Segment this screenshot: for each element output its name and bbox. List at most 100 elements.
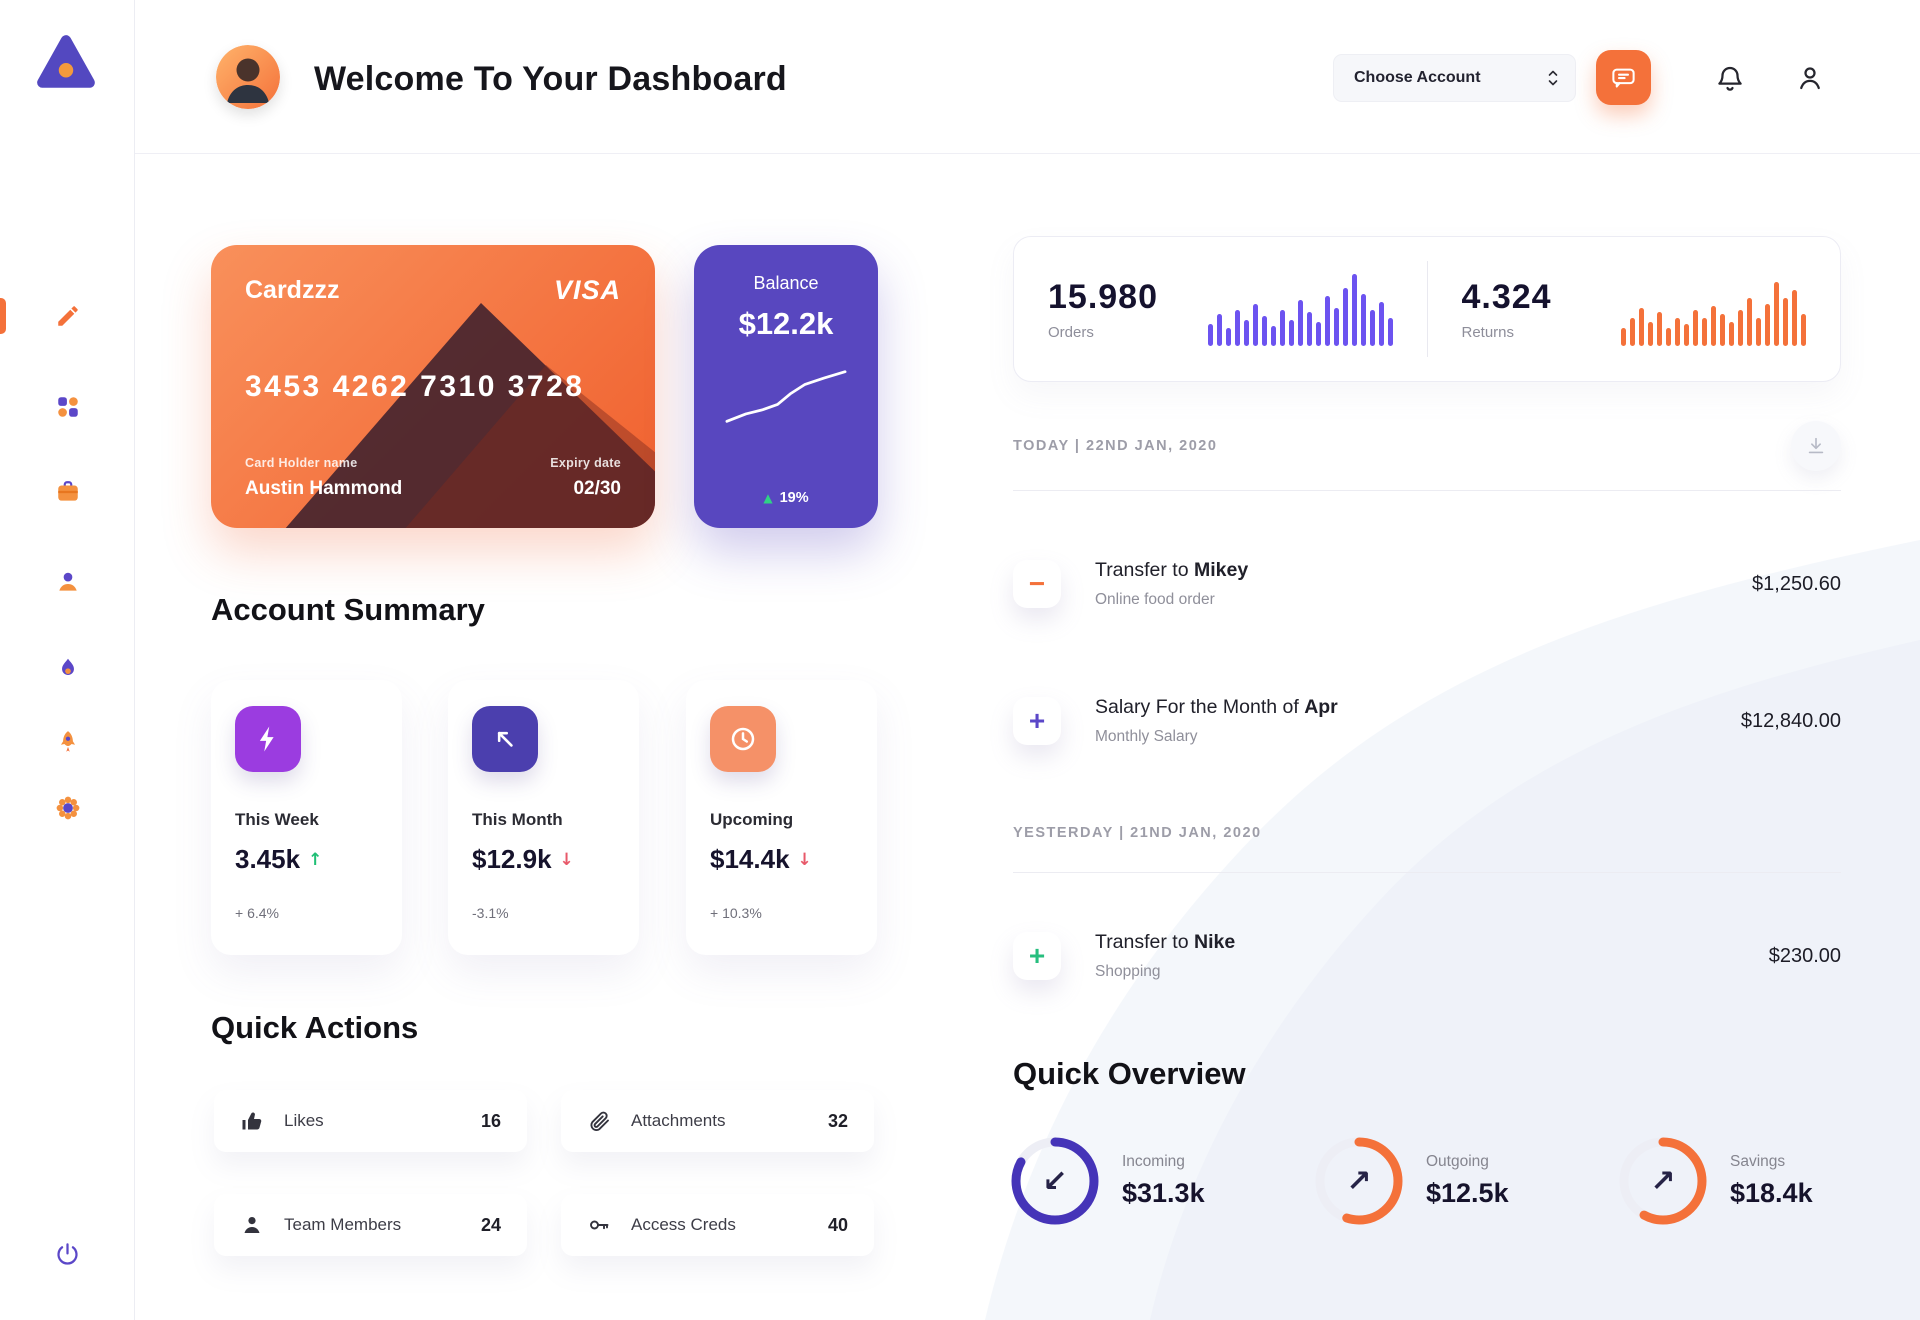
download-button[interactable]	[1791, 421, 1841, 471]
logout-button[interactable]	[0, 1230, 135, 1278]
summary-card-upcoming[interactable]: Upcoming $14.4k ↓ + 10.3%	[686, 680, 877, 955]
balance-change-value: 19%	[779, 490, 809, 506]
member-icon	[244, 1217, 260, 1233]
app-logo[interactable]	[33, 30, 99, 96]
outgoing-progress-ring: ↗	[1312, 1134, 1406, 1228]
summary-card-week[interactable]: This Week 3.45k ↑ + 6.4%	[211, 680, 402, 955]
chat-icon	[1612, 68, 1635, 88]
paperclip-icon	[590, 1111, 609, 1132]
page-title: Welcome To Your Dashboard	[314, 60, 787, 98]
divider	[1013, 872, 1841, 873]
minus-icon: −	[1013, 560, 1061, 608]
balance-label: Balance	[753, 273, 819, 293]
quick-action-label: Likes	[284, 1111, 324, 1130]
transaction-row[interactable]: − Transfer to Mikey Online food order $1…	[1013, 548, 1841, 620]
power-icon	[57, 1242, 78, 1265]
quick-action-count: 24	[480, 1214, 501, 1235]
returns-stat: 4.324 Returns	[1428, 272, 1841, 346]
summary-card-month[interactable]: This Month $12.9k ↓ -3.1%	[448, 680, 639, 955]
messages-button[interactable]	[1596, 50, 1651, 105]
plus-icon: +	[1013, 697, 1061, 745]
bolt-icon	[235, 706, 301, 772]
quick-action-attachments[interactable]: Attachments 32	[561, 1090, 874, 1152]
balance-value: $12.2k	[738, 306, 834, 341]
quick-action-label: Access Creds	[631, 1215, 736, 1234]
quick-action-team-members[interactable]: Team Members 24	[214, 1194, 527, 1256]
arrow-down-left-icon: ↙	[1042, 1163, 1068, 1199]
balance-change: ▲ 19%	[763, 490, 808, 506]
summary-value: 3.45k	[235, 844, 301, 874]
transaction-subtitle: Shopping	[1095, 963, 1161, 980]
overview-value: $31.3k	[1122, 1178, 1205, 1208]
sidebar-item-activity[interactable]	[0, 645, 135, 693]
transaction-title: Salary For the Month of Apr	[1095, 696, 1338, 718]
orders-returns-card: 15.980 Orders 4.324 Returns	[1013, 236, 1841, 382]
card-expiry-date: 02/30	[573, 478, 621, 499]
quick-actions-title: Quick Actions	[211, 1010, 419, 1045]
quick-action-label: Attachments	[631, 1111, 726, 1130]
overview-value: $18.4k	[1730, 1178, 1813, 1208]
sidebar-item-work[interactable]	[0, 468, 135, 516]
balance-sparkline	[725, 370, 847, 423]
summary-label: Upcoming	[710, 810, 794, 829]
sidebar-item-apps[interactable]	[0, 383, 135, 431]
transaction-row[interactable]: + Transfer to Nike Shopping $230.00	[1013, 920, 1841, 992]
logo-triangle-icon	[37, 35, 95, 88]
account-summary-title: Account Summary	[211, 592, 485, 627]
quick-overview-title: Quick Overview	[1013, 1056, 1246, 1091]
visa-logo: VISA	[553, 275, 621, 305]
credit-card[interactable]: Cardzzz VISA 3453 4262 7310 3728 Card Ho…	[211, 245, 655, 528]
balance-card[interactable]: Balance $12.2k ▲ 19%	[694, 245, 878, 528]
active-indicator	[0, 298, 6, 334]
choose-account-dropdown[interactable]: Choose Account	[1333, 54, 1576, 102]
download-icon	[1808, 437, 1824, 454]
overview-outgoing: ↗ Outgoing $12.5k	[1312, 1134, 1509, 1228]
card-holder-name: Austin Hammond	[245, 478, 403, 499]
transaction-amount: $1,250.60	[1752, 572, 1841, 595]
returns-label: Returns	[1461, 323, 1515, 341]
quick-action-likes[interactable]: Likes 16	[214, 1090, 527, 1152]
returns-bar-chart	[1621, 272, 1806, 346]
divider	[1013, 490, 1841, 491]
briefcase-icon	[57, 481, 78, 501]
plus-icon: +	[1013, 932, 1061, 980]
quick-action-access-creds[interactable]: Access Creds 40	[561, 1194, 874, 1256]
sidebar-item-users[interactable]	[0, 558, 135, 606]
trend-up-icon: ↑	[308, 849, 323, 870]
summary-value: $12.9k	[472, 844, 552, 874]
select-chevrons-icon	[1548, 70, 1558, 86]
avatar-image	[216, 45, 280, 109]
transaction-amount: $12,840.00	[1740, 709, 1841, 732]
overview-label: Incoming	[1122, 1153, 1185, 1170]
arrow-up-right-icon: ↗	[1346, 1163, 1372, 1199]
overview-savings: ↗ Savings $18.4k	[1616, 1134, 1813, 1228]
overview-value: $12.5k	[1426, 1178, 1509, 1208]
quick-action-label: Team Members	[284, 1215, 402, 1234]
card-expiry-label: Expiry date	[550, 456, 621, 470]
summary-value: $14.4k	[710, 844, 790, 874]
profile-button[interactable]	[1792, 60, 1828, 96]
sidebar-item-launch[interactable]	[0, 718, 135, 766]
sidebar-item-edit[interactable]	[0, 292, 135, 340]
savings-progress-ring: ↗	[1616, 1134, 1710, 1228]
card-decoration	[285, 303, 655, 528]
trend-down-icon: ↓	[797, 849, 812, 870]
transaction-subtitle: Online food order	[1095, 591, 1215, 608]
pen-icon	[57, 306, 78, 326]
returns-value: 4.324	[1461, 277, 1552, 316]
transaction-title: Transfer to Nike	[1095, 931, 1236, 953]
incoming-progress-ring: ↙	[1008, 1134, 1102, 1228]
today-header: TODAY | 22ND JAN, 2020	[1013, 438, 1218, 454]
quick-action-count: 32	[827, 1110, 848, 1131]
summary-label: This Week	[235, 810, 319, 829]
apps-grid-icon	[57, 397, 78, 417]
orders-bar-chart	[1207, 272, 1393, 346]
sidebar-item-settings[interactable]	[0, 784, 135, 832]
user-avatar[interactable]	[216, 45, 280, 109]
summary-label: This Month	[472, 810, 563, 829]
notifications-button[interactable]	[1712, 60, 1748, 96]
summary-delta: -3.1%	[472, 905, 509, 921]
transaction-row[interactable]: + Salary For the Month of Apr Monthly Sa…	[1013, 685, 1841, 757]
orders-stat: 15.980 Orders	[1014, 272, 1427, 346]
